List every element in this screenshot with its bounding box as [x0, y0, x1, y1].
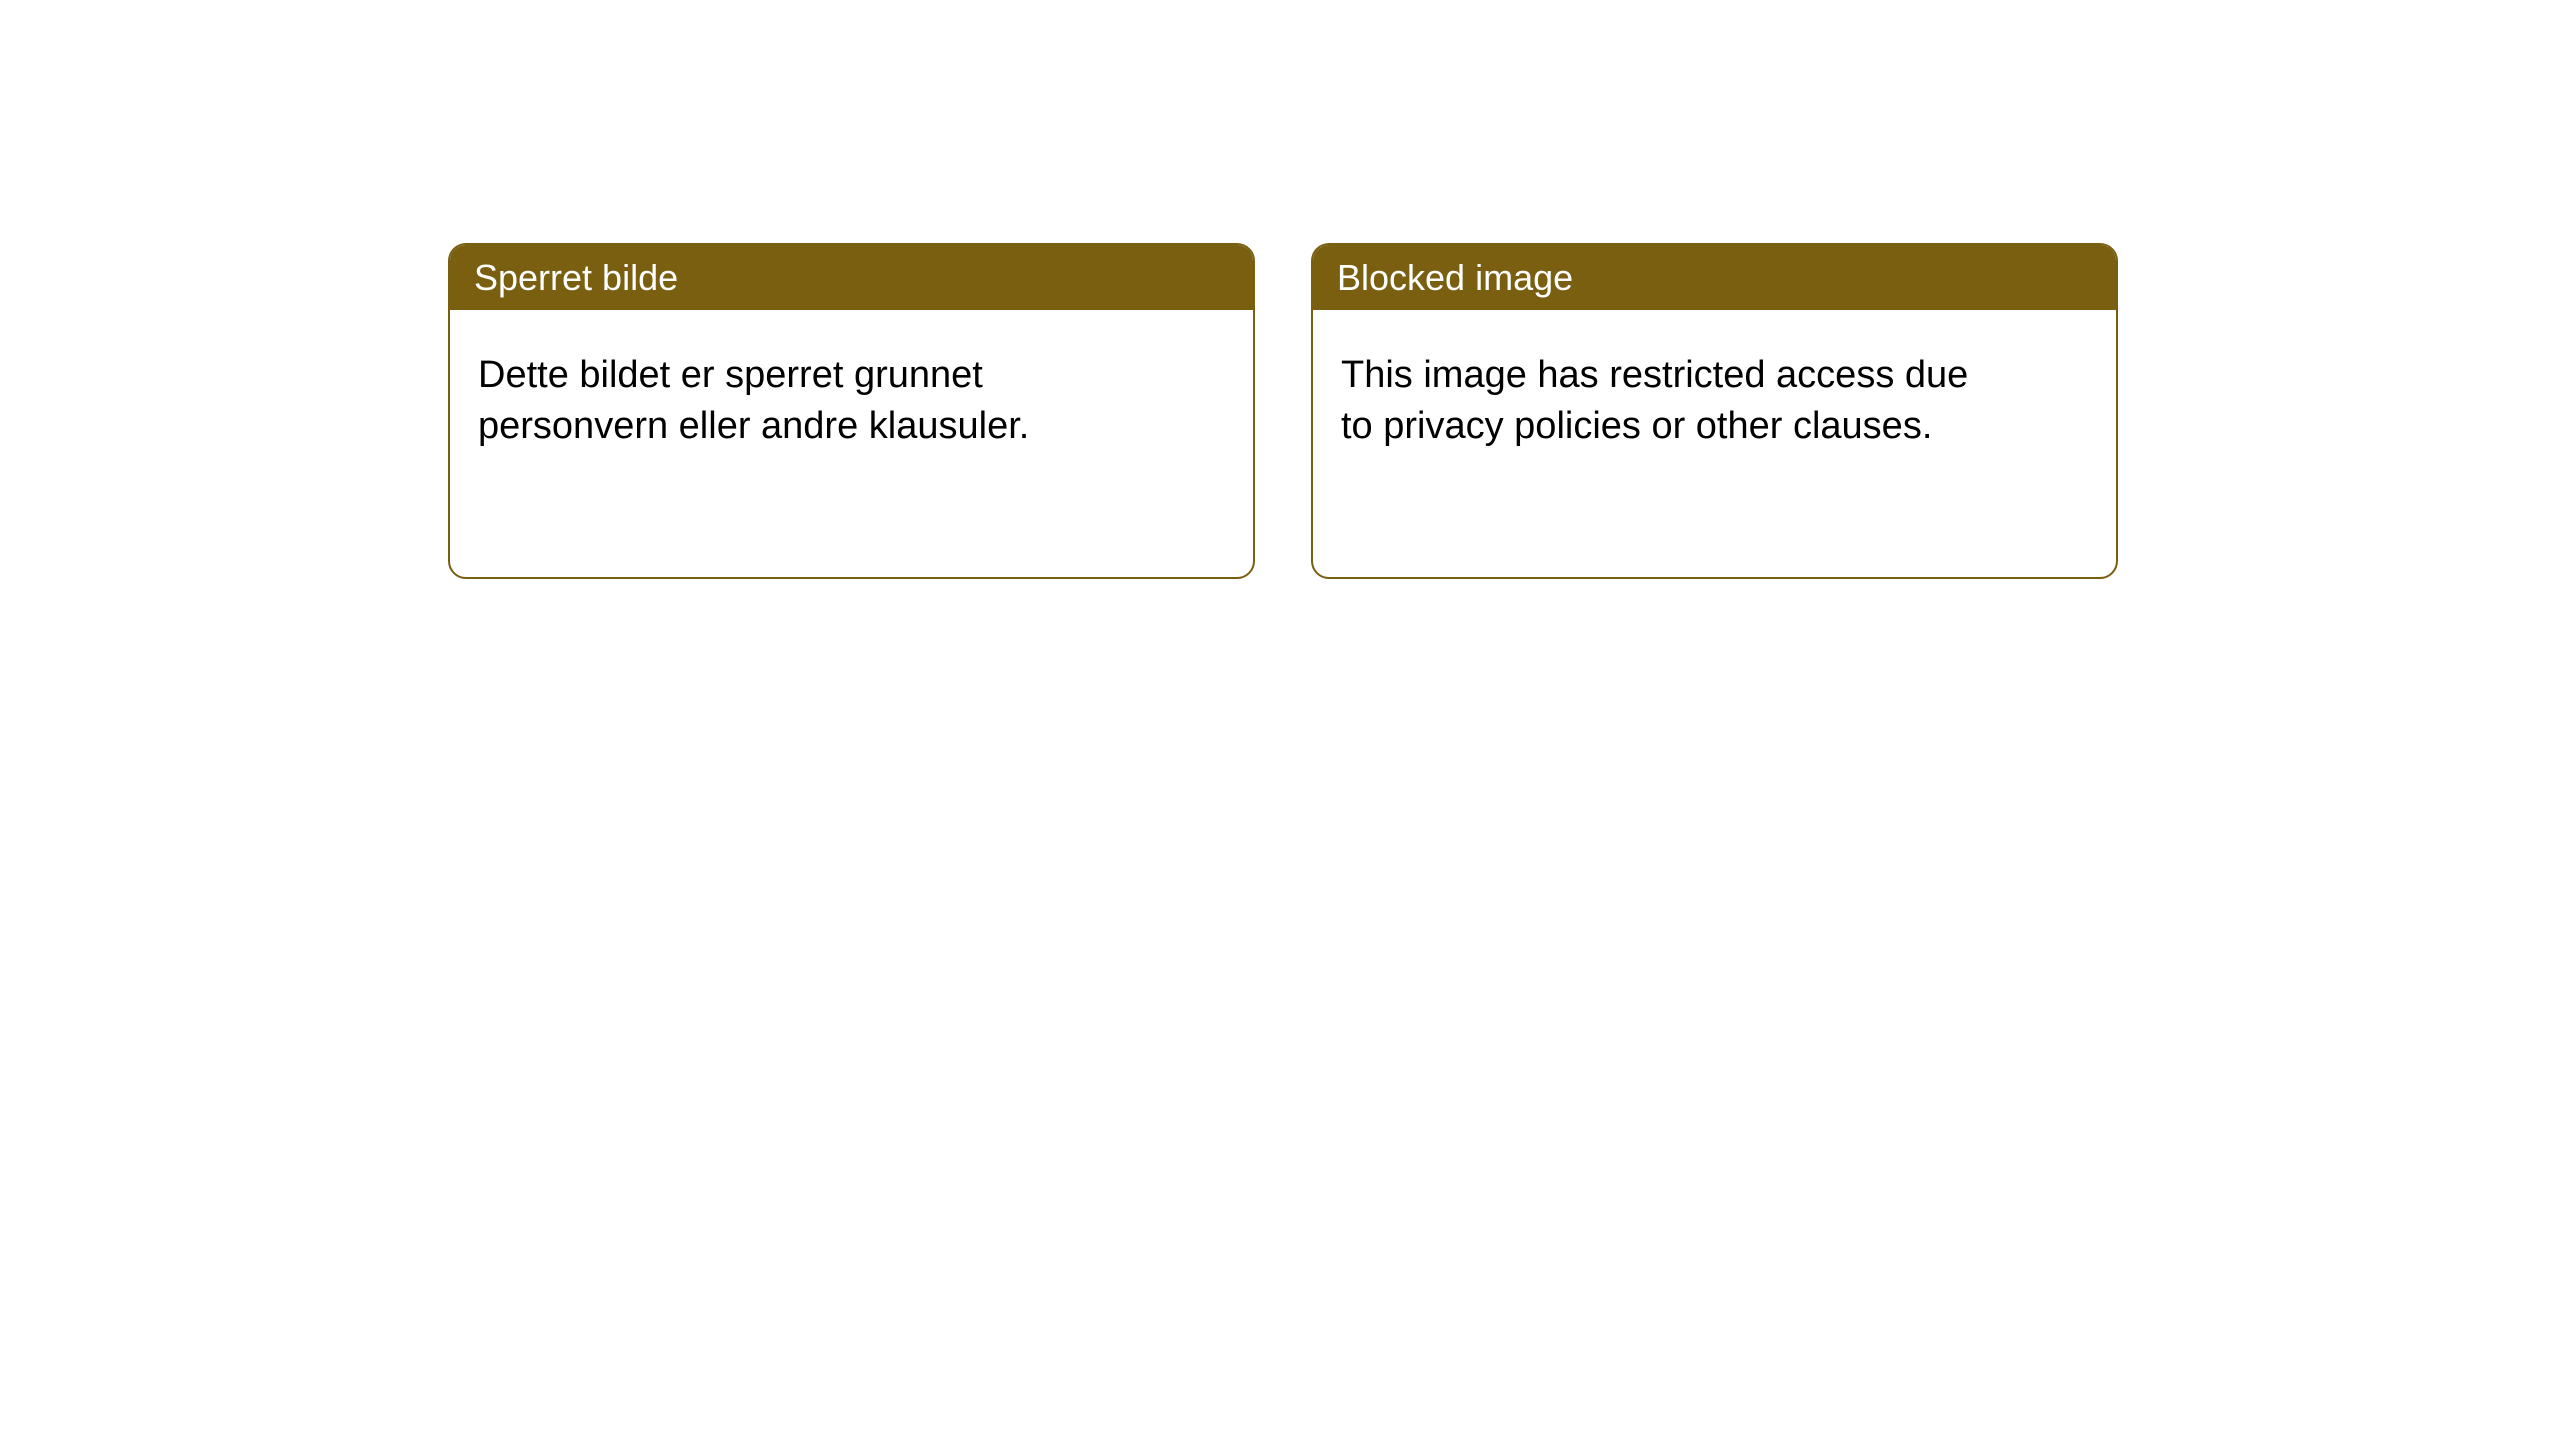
- notice-body-no: Dette bildet er sperret grunnet personve…: [450, 310, 1150, 481]
- notice-body-en: This image has restricted access due to …: [1313, 310, 2013, 481]
- notice-title-no: Sperret bilde: [450, 245, 1253, 310]
- notice-title-en: Blocked image: [1313, 245, 2116, 310]
- notice-card-en: Blocked image This image has restricted …: [1311, 243, 2118, 579]
- notice-card-no: Sperret bilde Dette bildet er sperret gr…: [448, 243, 1255, 579]
- notices-row: Sperret bilde Dette bildet er sperret gr…: [0, 0, 2560, 579]
